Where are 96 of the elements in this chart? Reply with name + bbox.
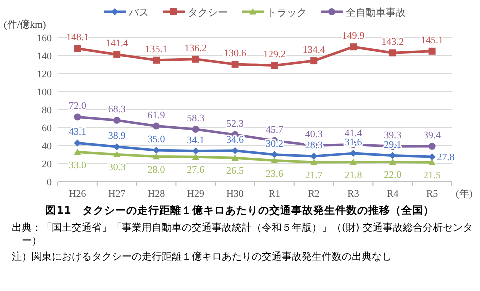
text: 図11 タクシーの走行距離１億キロあたりの交通事故発生件数の推移（全国） [46, 204, 434, 217]
data-label: 136.2 [184, 43, 208, 54]
x-tick-label: H26 [69, 189, 86, 200]
point [153, 122, 160, 130]
data-label: 39.4 [424, 130, 442, 142]
x-axis-title: (年) [456, 188, 473, 200]
point [389, 158, 396, 165]
x-tick-label: R1 [268, 189, 281, 200]
point [74, 45, 82, 52]
point [350, 44, 357, 51]
point [389, 152, 396, 160]
y-tick-label: 100 [37, 88, 52, 98]
point [428, 153, 436, 160]
point [389, 50, 396, 57]
y-tick-label: 60 [42, 124, 52, 134]
point [428, 48, 436, 55]
data-label: 27.8 [437, 152, 455, 164]
data-label: 34.6 [226, 134, 244, 146]
data-label: 72.0 [68, 101, 86, 112]
data-label: 27.6 [187, 165, 205, 176]
point [232, 154, 239, 161]
data-label: 21.8 [344, 170, 362, 182]
data-label: 58.3 [187, 114, 205, 125]
data-label: 39.3 [384, 130, 402, 142]
data-label: 40.3 [305, 130, 323, 141]
point [271, 151, 278, 158]
data-label: 141.4 [106, 38, 128, 50]
x-tick-label: R4 [387, 189, 399, 200]
point [114, 51, 121, 58]
y-tick-label: 160 [37, 34, 52, 44]
data-label: 26.5 [226, 166, 244, 178]
point [350, 150, 357, 158]
point [114, 117, 121, 124]
x-tick-label: R3 [348, 189, 360, 200]
data-label: 61.9 [148, 110, 166, 122]
point [350, 158, 357, 166]
data-label: 34.1 [187, 135, 205, 146]
data-label: 21.7 [305, 170, 323, 182]
y-tick-label: 20 [42, 160, 52, 170]
data-label: 45.7 [266, 124, 284, 136]
legend-label: タクシー [188, 8, 228, 19]
data-label: 43.1 [68, 127, 86, 138]
point [428, 143, 436, 150]
data-label: 38.9 [108, 130, 126, 142]
x-tick-label: R2 [308, 189, 320, 200]
point [192, 126, 200, 134]
point [232, 60, 239, 68]
y-tick-label: 0 [47, 178, 52, 188]
point [192, 56, 200, 63]
data-label: 130.6 [224, 48, 247, 60]
data-label: 143.2 [382, 37, 404, 48]
x-tick-label: H30 [226, 189, 244, 200]
data-label: 23.6 [266, 168, 284, 180]
point [74, 114, 82, 121]
data-label: 41.4 [344, 128, 362, 140]
point [310, 58, 318, 65]
data-label: 22.0 [384, 170, 402, 182]
data-label: 35.0 [148, 134, 166, 146]
data-label: 145.1 [421, 35, 444, 46]
y-tick-label: 40 [42, 142, 52, 152]
data-label: 135.1 [145, 44, 168, 56]
point [271, 157, 278, 164]
data-label: 28.0 [148, 164, 166, 176]
y-tick-label: 80 [42, 106, 52, 116]
point [114, 151, 121, 158]
point [271, 62, 278, 70]
x-tick-label: H27 [108, 189, 126, 200]
point [310, 158, 318, 166]
data-label: 149.9 [342, 31, 365, 42]
point [428, 159, 436, 166]
data-label: 52.3 [226, 118, 244, 130]
data-label: 134.4 [302, 45, 326, 56]
data-label: 148.1 [66, 32, 89, 44]
point [153, 153, 160, 160]
data-label: 33.0 [68, 160, 86, 172]
x-tick-label: H28 [148, 189, 166, 200]
y-axis-title: (件/億km) [4, 19, 46, 31]
data-label: 21.5 [424, 170, 442, 182]
source-note: 出典：「国土交通省」「事業用自動車の交通事故統計（令和５年版）」（(財) 交通事故総合分析センター） [12, 222, 473, 247]
data-label: 68.3 [108, 104, 126, 116]
data-label: 129.2 [263, 50, 286, 61]
data-label: 30.3 [108, 162, 126, 174]
legend-label: トラック [267, 8, 307, 19]
point [74, 140, 82, 147]
legend-label: 全自動車事故 [346, 7, 406, 19]
legend-label: バス [128, 8, 149, 19]
point [192, 154, 200, 160]
x-tick-label: R5 [426, 189, 438, 200]
y-tick-label: 140 [37, 52, 52, 62]
point [153, 147, 160, 154]
x-tick-label: H29 [187, 189, 205, 200]
point [153, 56, 160, 64]
y-tick-label: 120 [37, 70, 52, 80]
point [232, 147, 239, 154]
text: 注）関東におけるタクシーの走行距離１億キロあたりの交通事故発生件数の出典なし [12, 251, 392, 263]
point [74, 148, 82, 156]
